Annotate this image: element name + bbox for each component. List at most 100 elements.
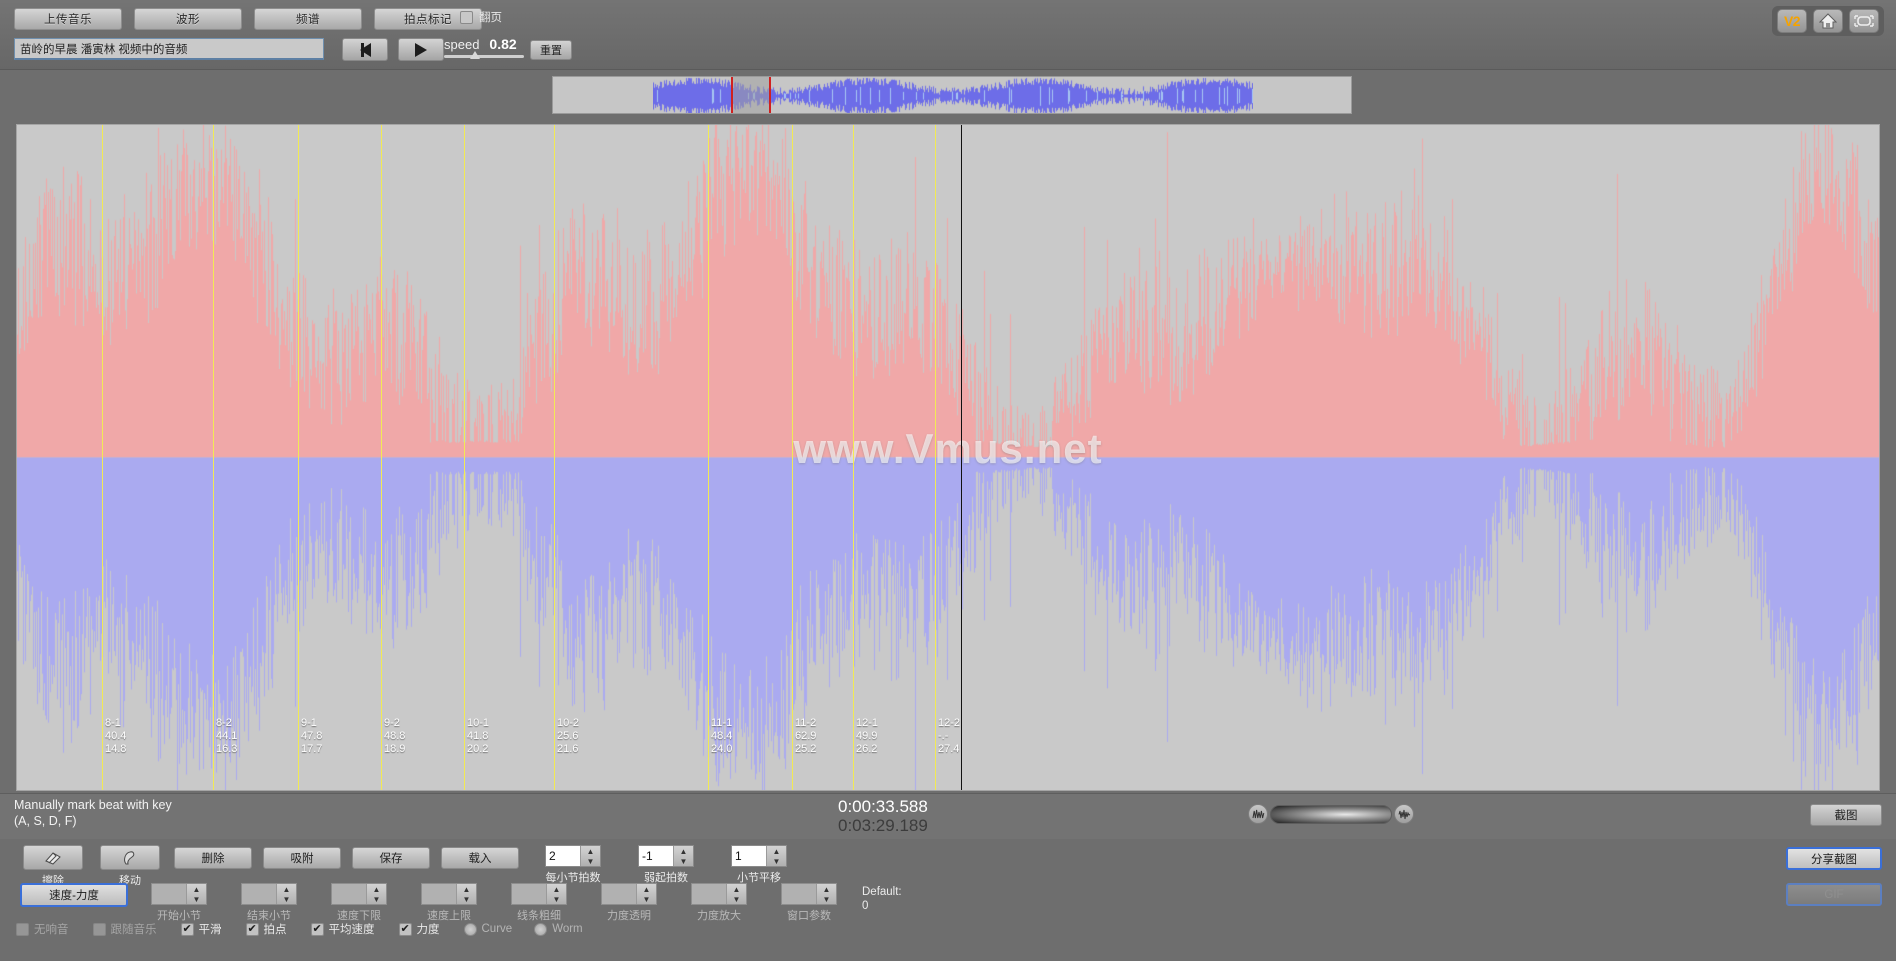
window-param-spinner[interactable]: ▲ ▼: [781, 883, 837, 905]
beat-line[interactable]: [554, 125, 555, 790]
time-total: 0:03:29.189: [838, 816, 928, 835]
no-resonance-checkbox[interactable]: 无响音: [16, 921, 69, 937]
tempo-max-spinner[interactable]: ▲ ▼: [421, 883, 477, 905]
load-button[interactable]: 载入: [441, 847, 519, 869]
page-turn-checkbox-box[interactable]: [460, 10, 473, 24]
beat-line[interactable]: [102, 125, 103, 790]
start-bar-spinner[interactable]: ▲ ▼: [151, 883, 207, 905]
tempo-max-label: 速度上限: [427, 910, 471, 922]
play-button[interactable]: [398, 38, 444, 61]
velocity-alpha-spinner[interactable]: ▲ ▼: [601, 883, 657, 905]
tempo-velocity-button[interactable]: 速度-力度: [20, 883, 128, 907]
tab-waveform[interactable]: 波形: [134, 8, 242, 30]
velocity-scale-spinner[interactable]: ▲ ▼: [691, 883, 747, 905]
speed-slider-track[interactable]: [444, 51, 524, 59]
beat-line[interactable]: [381, 125, 382, 790]
beat-line[interactable]: [464, 125, 465, 790]
erase-tool-wrap: 擦除: [20, 845, 86, 888]
playhead[interactable]: [961, 125, 962, 790]
pickup-beats-spinner[interactable]: ▲ ▼: [638, 845, 694, 867]
waveform-canvas[interactable]: [17, 125, 1879, 790]
version-badge-icon[interactable]: V2: [1777, 9, 1807, 33]
move-tool[interactable]: [100, 845, 160, 870]
end-bar-spinner[interactable]: ▲ ▼: [241, 883, 297, 905]
speed-slider-thumb[interactable]: [470, 51, 480, 59]
smooth-label: 平滑: [198, 924, 222, 936]
waveform-small-icon[interactable]: [1248, 804, 1268, 824]
velocity-box[interactable]: [398, 922, 412, 936]
tempo-min-arrows: ▲ ▼: [366, 884, 386, 904]
chevron-down-icon[interactable]: ▼: [772, 856, 781, 866]
overview-selection-window[interactable]: [731, 77, 771, 113]
beat-line[interactable]: [708, 125, 709, 790]
speed-label: speed: [444, 37, 480, 52]
beat-id: 8-1: [105, 717, 121, 729]
bar-shift-label: 小节平移: [737, 872, 781, 884]
velocity-alpha-label: 力度透明: [607, 910, 651, 922]
window-param-wrap: ▲ ▼ 窗口参数: [770, 883, 848, 923]
chevron-up-icon[interactable]: ▲: [772, 846, 781, 856]
bar-shift-arrows[interactable]: ▲ ▼: [766, 846, 786, 866]
rewind-button[interactable]: [342, 38, 388, 61]
fullscreen-icon[interactable]: [1849, 9, 1879, 33]
beat-time: 27.4: [938, 743, 960, 755]
waveform-panel[interactable]: www.Vmus.net 8-1 40.4 14.8 8-2 44.1 16.3 9-1 47…: [16, 124, 1880, 791]
beat-line[interactable]: [792, 125, 793, 790]
tab-upload-music[interactable]: 上传音乐: [14, 8, 122, 30]
beats-box[interactable]: [245, 922, 259, 936]
average-tempo-box[interactable]: [310, 922, 324, 936]
home-icon[interactable]: [1813, 9, 1843, 33]
tempo-min-spinner[interactable]: ▲ ▼: [331, 883, 387, 905]
beat-tempo: 25.6: [557, 730, 579, 742]
chevron-down-icon: ▼: [552, 894, 561, 904]
chevron-up-icon: ▲: [462, 884, 471, 894]
chevron-up-icon[interactable]: ▲: [679, 846, 688, 856]
track-title-input[interactable]: 苗岭的早晨 潘寅林 视频中的音频: [14, 38, 324, 60]
overview-strip[interactable]: [552, 76, 1352, 114]
bar-shift-input[interactable]: [732, 846, 766, 866]
beats-per-bar-spinner[interactable]: ▲ ▼: [545, 845, 601, 867]
average-tempo-checkbox[interactable]: 平均速度: [310, 921, 375, 937]
chevron-up-icon[interactable]: ▲: [586, 846, 595, 856]
curve-radio-dot[interactable]: [463, 922, 477, 936]
speed-control[interactable]: speed 0.82: [444, 36, 524, 59]
velocity-checkbox[interactable]: 力度: [398, 921, 440, 937]
chevron-down-icon[interactable]: ▼: [586, 856, 595, 866]
smooth-box[interactable]: [180, 922, 194, 936]
beat-line[interactable]: [935, 125, 936, 790]
chevron-up-icon: ▲: [192, 884, 201, 894]
beats-checkbox[interactable]: 拍点: [245, 921, 287, 937]
no-resonance-box[interactable]: [16, 922, 29, 936]
beat-line[interactable]: [213, 125, 214, 790]
hint-line-2: (A, S, D, F): [14, 814, 77, 828]
delete-button[interactable]: 删除: [174, 847, 252, 869]
save-button[interactable]: 保存: [352, 847, 430, 869]
worm-radio-dot[interactable]: [534, 922, 548, 936]
reset-button[interactable]: 重置: [530, 40, 572, 60]
beats-per-bar-arrows[interactable]: ▲ ▼: [580, 846, 600, 866]
page-turn-checkbox[interactable]: 翻页: [460, 9, 502, 25]
eraser-icon: [45, 851, 61, 865]
line-width-spinner[interactable]: ▲ ▼: [511, 883, 567, 905]
beat-tempo: 40.4: [105, 730, 127, 742]
capture-button[interactable]: 截图: [1810, 804, 1882, 826]
pickup-beats-arrows[interactable]: ▲ ▼: [673, 846, 693, 866]
snap-button[interactable]: 吸附: [263, 847, 341, 869]
smooth-checkbox[interactable]: 平滑: [180, 921, 222, 937]
curve-radio[interactable]: Curve: [463, 922, 512, 936]
tab-beat-marking[interactable]: 拍点标记: [374, 8, 482, 30]
zoom-slider[interactable]: [1248, 804, 1414, 824]
share-capture-button[interactable]: 分享截图: [1786, 847, 1882, 870]
beat-tempo: 48.4: [711, 730, 733, 742]
pickup-beats-input[interactable]: [639, 846, 673, 866]
waveform-large-icon[interactable]: [1394, 804, 1414, 824]
zoom-slider-track[interactable]: [1270, 804, 1392, 824]
beat-line[interactable]: [853, 125, 854, 790]
beats-per-bar-input[interactable]: [546, 846, 580, 866]
tab-spectrum[interactable]: 频谱: [254, 8, 362, 30]
beat-line[interactable]: [298, 125, 299, 790]
worm-radio[interactable]: Worm: [534, 922, 583, 936]
chevron-down-icon[interactable]: ▼: [679, 856, 688, 866]
erase-tool[interactable]: [23, 845, 83, 870]
bar-shift-spinner[interactable]: ▲ ▼: [731, 845, 787, 867]
